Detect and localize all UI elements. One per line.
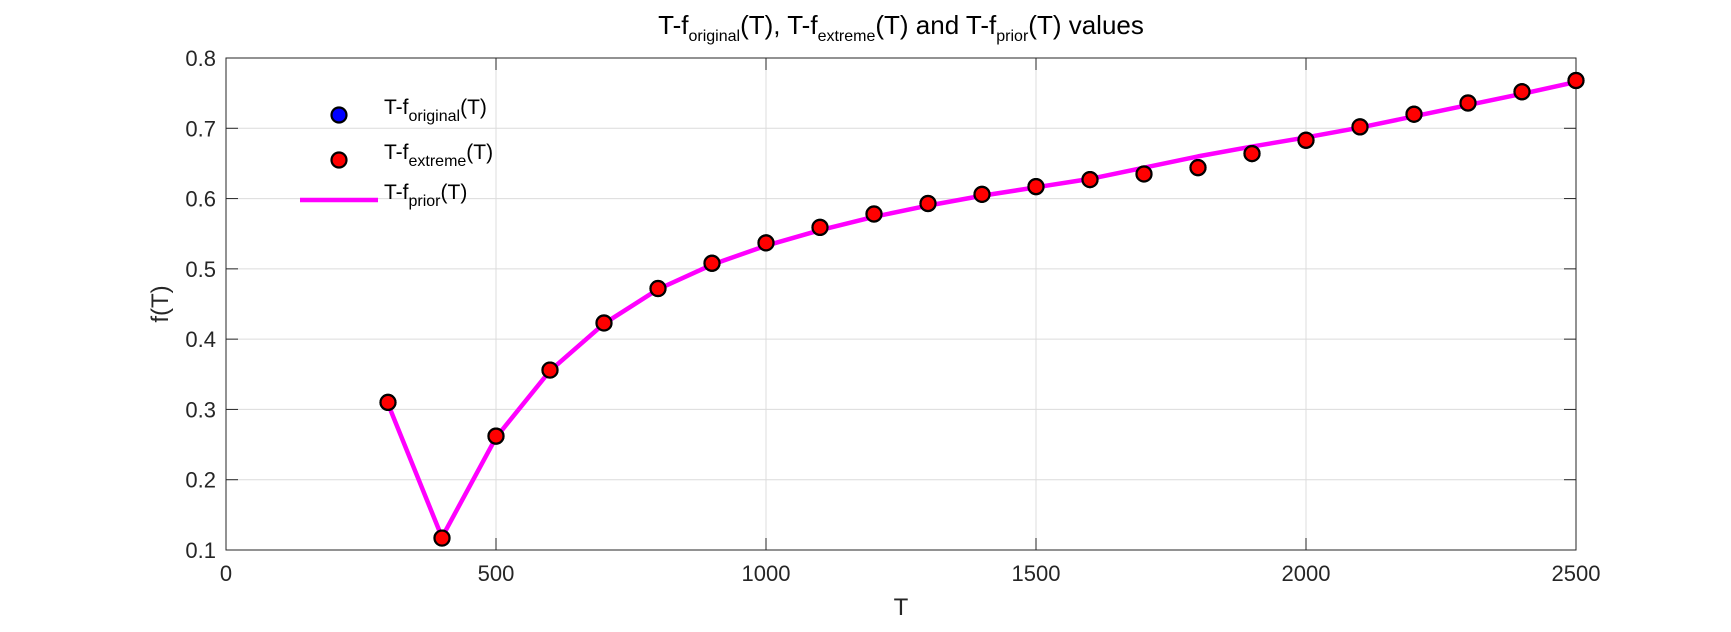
subscript-text: extreme <box>409 153 467 170</box>
tick-marks <box>225 57 1577 551</box>
extreme-data-point <box>1459 94 1477 112</box>
extreme-data-point <box>1081 170 1099 189</box>
text-segment: (T) and T-f <box>875 10 997 40</box>
y-tick-label: 0.4 <box>185 327 216 352</box>
legend-entry-label: T-fprior(T) <box>384 181 467 210</box>
extreme-data-point <box>811 218 829 236</box>
extreme-data-point <box>1027 178 1045 196</box>
text-segment: T-f <box>658 10 689 40</box>
extreme-data-point <box>757 234 775 252</box>
chart-title: T-foriginal(T), T-fextreme(T) and T-fpri… <box>658 10 1144 45</box>
x-tick-label: 2000 <box>1282 561 1331 586</box>
series-markers <box>379 71 1585 547</box>
y-tick-label: 0.8 <box>185 46 216 71</box>
extreme-data-point <box>1189 159 1207 177</box>
extreme-data-point <box>703 254 721 272</box>
text-segment: T-f <box>384 181 409 204</box>
extreme-data-point <box>865 205 883 223</box>
extreme-data-point <box>1405 105 1423 123</box>
extreme-data-point <box>1297 131 1315 149</box>
extreme-data-point <box>1567 71 1585 90</box>
text-segment: (T) values <box>1028 10 1144 40</box>
extreme-data-point <box>1135 165 1153 183</box>
extreme-data-point <box>649 279 667 298</box>
series-lines <box>385 79 1577 540</box>
y-tick-label: 0.7 <box>185 116 216 141</box>
extreme-data-point <box>433 529 451 547</box>
y-tick-label: 0.1 <box>185 538 216 563</box>
text-segment: (T), T-f <box>740 10 818 40</box>
y-tick-label: 0.5 <box>185 257 216 282</box>
y-tick-label: 0.6 <box>185 187 216 212</box>
x-tick-label: 500 <box>478 561 515 586</box>
series-line-prior <box>385 79 1577 540</box>
text-segment: T-f <box>384 96 409 119</box>
extreme-data-point <box>379 393 397 411</box>
text-segment: T-f <box>384 141 409 164</box>
subscript-text: prior <box>409 193 442 210</box>
legend-entry-label: T-foriginal(T) <box>384 96 487 125</box>
legend: T-foriginal(T)T-fextreme(T)T-fprior(T) <box>300 96 493 210</box>
x-tick-label: 2500 <box>1552 561 1601 586</box>
extreme-data-point <box>1243 144 1261 163</box>
legend-entry-label: T-fextreme(T) <box>384 141 493 170</box>
subscript-text: extreme <box>818 28 876 45</box>
extreme-data-point <box>1513 83 1531 101</box>
legend-marker-swatch <box>330 106 348 124</box>
x-tick-label: 1000 <box>742 561 791 586</box>
grid <box>225 57 1577 551</box>
x-tick-labels: 0 500 1000 1500 2000 2500 <box>220 561 1601 586</box>
extreme-data-point <box>973 185 991 203</box>
x-tick-label: 0 <box>220 561 232 586</box>
legend-marker-swatch <box>330 151 348 169</box>
extreme-data-point <box>541 361 559 379</box>
x-tick-label: 1500 <box>1012 561 1061 586</box>
text-segment: (T) <box>441 181 468 204</box>
text-segment: (T) <box>466 141 493 164</box>
y-axis-label: f(T) <box>147 285 174 322</box>
x-axis-label: T <box>894 594 909 621</box>
y-tick-labels: 0.1 0.2 0.3 0.4 0.5 0.6 0.7 0.8 <box>185 46 216 563</box>
subscript-text: original <box>688 28 740 45</box>
text-segment: (T) <box>460 96 487 119</box>
extreme-data-point <box>1351 118 1369 136</box>
subscript-text: prior <box>996 28 1029 45</box>
extreme-data-point <box>919 194 937 213</box>
y-tick-label: 0.2 <box>185 468 216 493</box>
subscript-text: original <box>409 108 461 125</box>
extreme-data-point <box>487 427 505 445</box>
extreme-data-point <box>595 314 613 332</box>
y-tick-label: 0.3 <box>185 397 216 422</box>
plot-area <box>225 57 1577 551</box>
